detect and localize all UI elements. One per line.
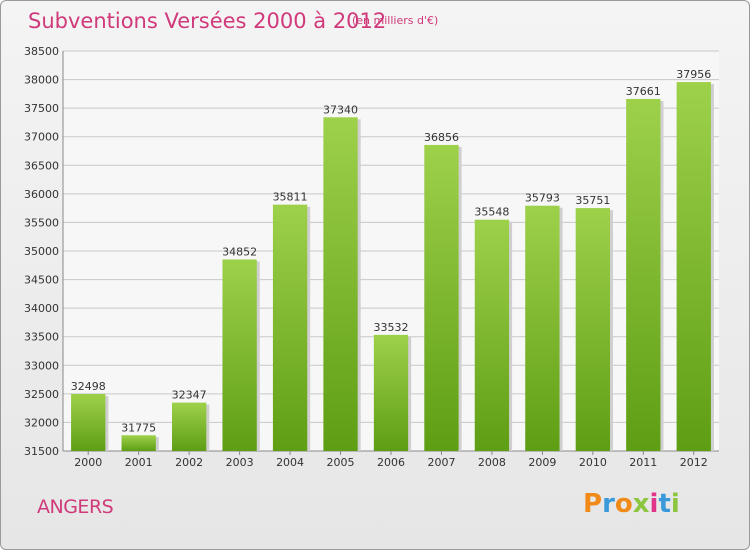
y-tick-label: 36000 <box>24 188 59 201</box>
x-tick-label-2012: 2012 <box>680 456 708 469</box>
bar-2010 <box>575 208 611 451</box>
value-label-2000: 32498 <box>71 380 106 393</box>
value-label-2002: 32347 <box>172 389 207 402</box>
logo-letter: i <box>670 489 680 519</box>
value-label-2012: 37956 <box>676 68 711 81</box>
y-tick-label: 38000 <box>24 74 59 87</box>
x-tick-label-2001: 2001 <box>125 456 153 469</box>
y-tick-label: 38500 <box>24 45 59 58</box>
y-tick-label: 33500 <box>24 331 59 344</box>
value-label-2007: 36856 <box>424 131 459 144</box>
value-label-2001: 31775 <box>121 421 156 434</box>
y-tick-label: 33000 <box>24 359 59 372</box>
bar-2007 <box>424 144 459 451</box>
x-tick-label-2011: 2011 <box>629 456 657 469</box>
value-label-2009: 35793 <box>525 192 560 205</box>
chart-title: Subventions Versées 2000 à 2012 <box>28 9 387 33</box>
proxiti-logo: Proxiti <box>583 489 680 519</box>
logo-letter: r <box>602 489 615 519</box>
value-label-2003: 34852 <box>222 245 257 258</box>
value-label-2010: 35751 <box>575 194 610 207</box>
y-tick-label: 37500 <box>24 102 59 115</box>
bar-2012 <box>676 82 711 451</box>
y-tick-label: 34000 <box>24 302 59 315</box>
bar-2002 <box>171 402 207 451</box>
logo-letter: i <box>649 489 659 519</box>
x-tick-label-2002: 2002 <box>175 456 203 469</box>
x-tick-label-2006: 2006 <box>377 456 405 469</box>
y-tick-label: 31500 <box>24 445 59 458</box>
logo-letter: t <box>658 489 671 519</box>
bar-2008 <box>474 219 510 451</box>
logo-letter: x <box>632 489 650 519</box>
y-tick-label: 32500 <box>24 388 59 401</box>
bar-2000 <box>71 393 106 451</box>
bar-2006 <box>373 334 409 451</box>
x-tick-label-2007: 2007 <box>427 456 455 469</box>
bar-2003 <box>222 259 257 451</box>
y-tick-label: 36500 <box>24 159 59 172</box>
x-tick-label-2000: 2000 <box>74 456 102 469</box>
y-tick-label: 35000 <box>24 245 59 258</box>
logo-letter: P <box>583 489 603 519</box>
x-tick-label-2004: 2004 <box>276 456 304 469</box>
units-label: (en milliers d'€) <box>352 14 439 27</box>
y-tick-label: 35500 <box>24 216 59 229</box>
bar-2004 <box>272 204 308 451</box>
logo-letter: o <box>614 489 633 519</box>
value-label-2006: 33532 <box>374 321 409 334</box>
value-label-2004: 35811 <box>273 191 308 204</box>
x-tick-label-2005: 2005 <box>327 456 355 469</box>
x-tick-label-2003: 2003 <box>226 456 254 469</box>
place-name: ANGERS <box>37 496 114 518</box>
y-tick-label: 37000 <box>24 131 59 144</box>
x-tick-label-2009: 2009 <box>528 456 556 469</box>
bar-2001 <box>121 435 156 451</box>
value-label-2005: 37340 <box>323 103 358 116</box>
bar-2011 <box>626 98 661 451</box>
x-tick-label-2010: 2010 <box>579 456 607 469</box>
x-tick-label-2008: 2008 <box>478 456 506 469</box>
y-tick-label: 34500 <box>24 274 59 287</box>
bar-2005 <box>323 117 358 452</box>
y-tick-label: 32000 <box>24 416 59 429</box>
bar-2009 <box>525 205 560 451</box>
value-label-2008: 35548 <box>474 206 509 219</box>
value-label-2011: 37661 <box>626 85 661 98</box>
